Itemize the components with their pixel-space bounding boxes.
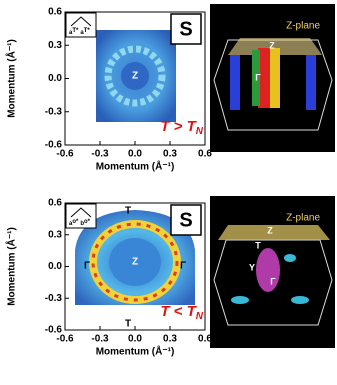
- y-tick-label: -0.6: [45, 325, 63, 336]
- point-label: Z: [132, 71, 138, 82]
- y-tick-label: -0.3: [45, 106, 63, 117]
- x-tick-label: 0.3: [163, 149, 177, 160]
- x-tick-label: 0.6: [198, 334, 212, 345]
- figure: -0.6 -0.3 0.0 0.3 0.6 0.6 0.3 0.0 -0.3 -0.6 Moment…: [0, 0, 337, 380]
- x-axis-label: Momentum (Å⁻¹): [96, 345, 175, 358]
- fs-label: Z: [269, 40, 275, 50]
- y-tick-label: 0.0: [48, 261, 62, 272]
- y-axis-label: Momentum (Å⁻¹): [5, 39, 18, 118]
- x-tick-label: -0.3: [91, 149, 109, 160]
- y-tick-label: 0.3: [48, 40, 62, 51]
- badge: S: [179, 209, 192, 231]
- inset-part: o*: [72, 219, 79, 225]
- fs-label: T: [255, 240, 261, 250]
- point-label: Γ: [180, 261, 186, 272]
- y-tick-label: 0.6: [48, 198, 62, 209]
- inset-part: T*: [84, 28, 91, 34]
- y-tick-label: 0.0: [48, 73, 62, 84]
- x-tick-label: 0.0: [128, 149, 142, 160]
- condition-sub: N: [196, 126, 204, 137]
- condition-main: T < T: [160, 303, 197, 320]
- point-label: Γ: [84, 261, 90, 272]
- x-tick-label: -0.3: [91, 334, 109, 345]
- fs-label: Γ: [255, 72, 261, 82]
- point-label: T: [125, 319, 131, 330]
- y-tick-label: 0.6: [48, 7, 62, 18]
- condition-sub: N: [196, 311, 204, 322]
- y-tick-label: 0.3: [48, 229, 62, 240]
- y-tick-label: -0.3: [45, 293, 63, 304]
- x-tick-label: 0.0: [128, 334, 142, 345]
- plane-label: Z-plane: [286, 213, 320, 224]
- badge: S: [179, 18, 192, 40]
- fs-label: Γ: [270, 276, 276, 286]
- point-label: T: [125, 206, 131, 217]
- y-tick-label: -0.6: [45, 140, 63, 151]
- condition: T < TN: [160, 303, 203, 322]
- x-tick-label: 0.3: [163, 334, 177, 345]
- x-axis-label: Momentum (Å⁻¹): [96, 160, 175, 173]
- fs-label: Z: [267, 225, 273, 235]
- point-label: Z: [132, 257, 138, 268]
- condition-main: T > T: [160, 118, 197, 135]
- y-axis-label: Momentum (Å⁻¹): [5, 227, 18, 306]
- plane-label: Z-plane: [286, 21, 320, 32]
- condition: T > TN: [160, 118, 203, 137]
- inset-part: o*: [84, 219, 91, 225]
- inset-part: T*: [72, 28, 79, 34]
- fs-label: Y: [249, 262, 255, 272]
- x-tick-label: 0.6: [198, 149, 212, 160]
